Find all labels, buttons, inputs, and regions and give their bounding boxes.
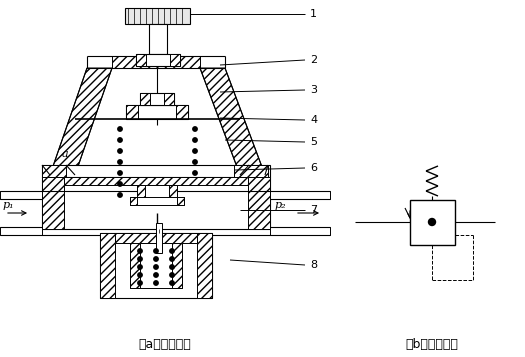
Bar [270, 191, 330, 199]
Polygon shape [136, 54, 146, 66]
Bar [0, 227, 42, 235]
Circle shape [138, 265, 142, 269]
Polygon shape [169, 185, 177, 203]
Circle shape [118, 127, 122, 131]
Circle shape [170, 273, 174, 277]
Circle shape [170, 249, 174, 253]
Text: a: a [61, 149, 68, 159]
Bar [140, 93, 174, 105]
Polygon shape [164, 93, 174, 105]
Circle shape [138, 281, 142, 285]
Text: 4: 4 [310, 115, 317, 125]
Polygon shape [64, 177, 248, 185]
Circle shape [118, 149, 122, 153]
Bar [410, 200, 455, 245]
Circle shape [138, 257, 142, 261]
Text: 1: 1 [310, 9, 317, 19]
Circle shape [118, 138, 122, 142]
Polygon shape [177, 197, 184, 205]
Circle shape [154, 281, 158, 285]
Bar [126, 105, 188, 119]
Circle shape [193, 127, 197, 131]
Circle shape [118, 171, 122, 175]
Polygon shape [197, 233, 212, 298]
Bar [156, 223, 162, 253]
Text: 2: 2 [310, 55, 317, 65]
Polygon shape [42, 165, 66, 177]
Circle shape [193, 160, 197, 164]
Bar [0, 191, 42, 199]
Circle shape [118, 193, 122, 197]
Text: 3: 3 [310, 85, 317, 95]
Polygon shape [176, 105, 188, 119]
Text: p₂: p₂ [275, 200, 287, 210]
Text: （b）图形符号: （b）图形符号 [405, 338, 458, 352]
Text: （a）结构原理: （a）结构原理 [139, 338, 192, 352]
Bar [137, 185, 177, 203]
Bar [42, 165, 270, 177]
Polygon shape [112, 56, 200, 68]
Circle shape [170, 265, 174, 269]
Circle shape [138, 249, 142, 253]
Circle shape [193, 171, 197, 175]
Circle shape [428, 218, 436, 226]
Circle shape [154, 257, 158, 261]
Circle shape [154, 265, 158, 269]
Polygon shape [137, 185, 145, 203]
Text: 8: 8 [310, 260, 317, 270]
Circle shape [193, 149, 197, 153]
Circle shape [154, 273, 158, 277]
Circle shape [170, 281, 174, 285]
Polygon shape [140, 93, 150, 105]
Circle shape [170, 257, 174, 261]
Polygon shape [130, 197, 137, 205]
Bar [100, 233, 212, 298]
Text: 6: 6 [310, 163, 317, 173]
Circle shape [118, 160, 122, 164]
Circle shape [138, 273, 142, 277]
Bar [130, 243, 182, 288]
Polygon shape [200, 68, 265, 175]
Text: 7: 7 [310, 205, 317, 215]
Text: 5: 5 [310, 137, 317, 147]
Circle shape [118, 182, 122, 186]
Polygon shape [50, 68, 112, 175]
Polygon shape [248, 177, 270, 229]
Bar [270, 227, 330, 235]
Bar [130, 197, 184, 205]
Polygon shape [234, 165, 268, 177]
Bar [125, 8, 190, 24]
Polygon shape [130, 243, 140, 288]
Circle shape [154, 249, 158, 253]
Polygon shape [172, 243, 182, 288]
Circle shape [193, 138, 197, 142]
Text: p₁: p₁ [3, 200, 15, 210]
Bar [42, 177, 270, 229]
Polygon shape [115, 233, 197, 243]
Polygon shape [42, 177, 64, 229]
Polygon shape [170, 54, 180, 66]
Bar [136, 54, 180, 66]
Bar [149, 24, 167, 54]
Polygon shape [100, 233, 115, 298]
Polygon shape [126, 105, 138, 119]
